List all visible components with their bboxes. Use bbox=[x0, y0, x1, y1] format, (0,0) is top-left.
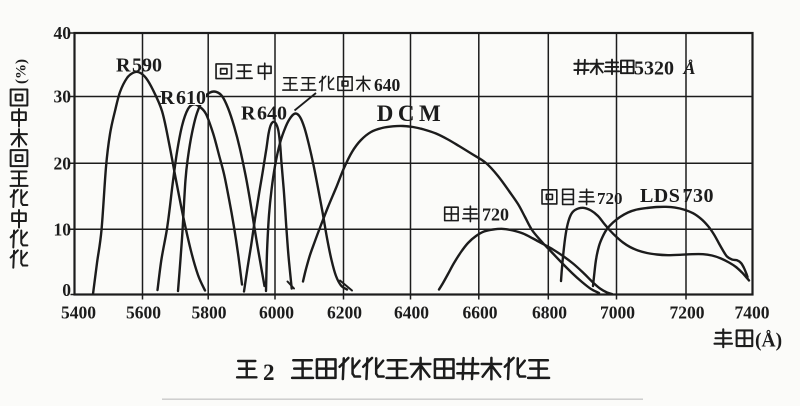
svg-text:30: 30 bbox=[54, 87, 72, 107]
svg-text:Å: Å bbox=[683, 58, 696, 78]
svg-text:0: 0 bbox=[62, 280, 71, 300]
svg-text:7000: 7000 bbox=[600, 303, 635, 323]
svg-text:R 590: R 590 bbox=[116, 55, 162, 77]
svg-text:2: 2 bbox=[263, 360, 275, 385]
svg-text:6800: 6800 bbox=[532, 303, 567, 323]
svg-text:720: 720 bbox=[597, 189, 623, 208]
svg-text:5600: 5600 bbox=[126, 303, 161, 323]
svg-text:6600: 6600 bbox=[463, 303, 498, 323]
svg-text:720: 720 bbox=[482, 205, 509, 225]
svg-text:R 610: R 610 bbox=[160, 87, 206, 109]
svg-text:6200: 6200 bbox=[327, 303, 362, 323]
svg-text:6000: 6000 bbox=[259, 303, 294, 323]
svg-text:(%): (%) bbox=[14, 59, 30, 84]
svg-text:7200: 7200 bbox=[670, 303, 705, 323]
svg-text:6400: 6400 bbox=[394, 303, 429, 323]
svg-text:R 640: R 640 bbox=[241, 103, 287, 125]
svg-text:DCM: DCM bbox=[377, 101, 445, 126]
svg-text:LDS 730: LDS 730 bbox=[640, 185, 714, 207]
svg-text:40: 40 bbox=[54, 23, 72, 43]
svg-text:20: 20 bbox=[54, 154, 72, 174]
svg-text:7400: 7400 bbox=[735, 303, 770, 323]
svg-text:10: 10 bbox=[54, 219, 72, 239]
svg-text:(Å): (Å) bbox=[755, 331, 782, 352]
svg-text:640: 640 bbox=[374, 75, 401, 95]
svg-text:5400: 5400 bbox=[61, 303, 96, 323]
svg-text:5800: 5800 bbox=[192, 303, 227, 323]
svg-text:5320: 5320 bbox=[634, 58, 674, 80]
